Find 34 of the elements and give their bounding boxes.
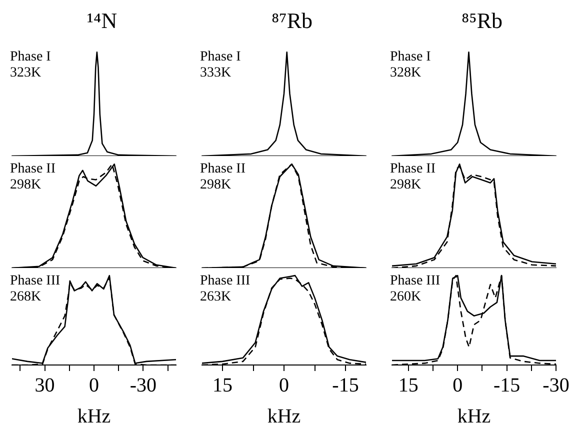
x-tick-label: -15 (332, 374, 359, 396)
annotation: 323K (10, 66, 42, 81)
annotation: 263K (200, 290, 232, 305)
annotation: Phase III (390, 274, 440, 289)
x-tick-label: 0 (89, 374, 99, 396)
x-axis-title: kHz (77, 405, 111, 428)
annotation: Phase III (200, 274, 250, 289)
x-tick-label: -30 (130, 374, 157, 396)
chart-title: ⁸⁷Rb (270, 8, 314, 35)
annotation: Phase I (10, 50, 52, 65)
x-tick-label: 15 (398, 374, 418, 396)
x-tick-label: 0 (452, 374, 463, 396)
annotation: 298K (200, 178, 232, 193)
x-axis-title: kHz (457, 405, 491, 428)
annotation: Phase II (200, 162, 246, 177)
x-tick-label: 15 (212, 374, 232, 396)
x-tick-label: -30 (542, 374, 570, 396)
chart-title: ¹⁴N (86, 8, 118, 35)
annotation: 260K (390, 290, 422, 305)
annotation: 298K (390, 178, 422, 193)
x-tick-label: -15 (493, 374, 520, 396)
annotation: Phase I (200, 50, 242, 65)
annotation: 328K (390, 66, 422, 81)
annotation: Phase II (390, 162, 436, 177)
x-axis-title: kHz (267, 405, 301, 428)
x-tick-label: 30 (34, 374, 55, 396)
annotation: Phase II (10, 162, 56, 177)
annotation: 268K (10, 290, 42, 305)
x-tick-label: 0 (279, 374, 289, 396)
chart-title: ⁸⁵Rb (460, 8, 504, 35)
annotation: Phase III (10, 274, 60, 289)
annotation: 298K (10, 178, 42, 193)
annotation: Phase I (390, 50, 432, 65)
annotation: 333K (200, 66, 232, 81)
